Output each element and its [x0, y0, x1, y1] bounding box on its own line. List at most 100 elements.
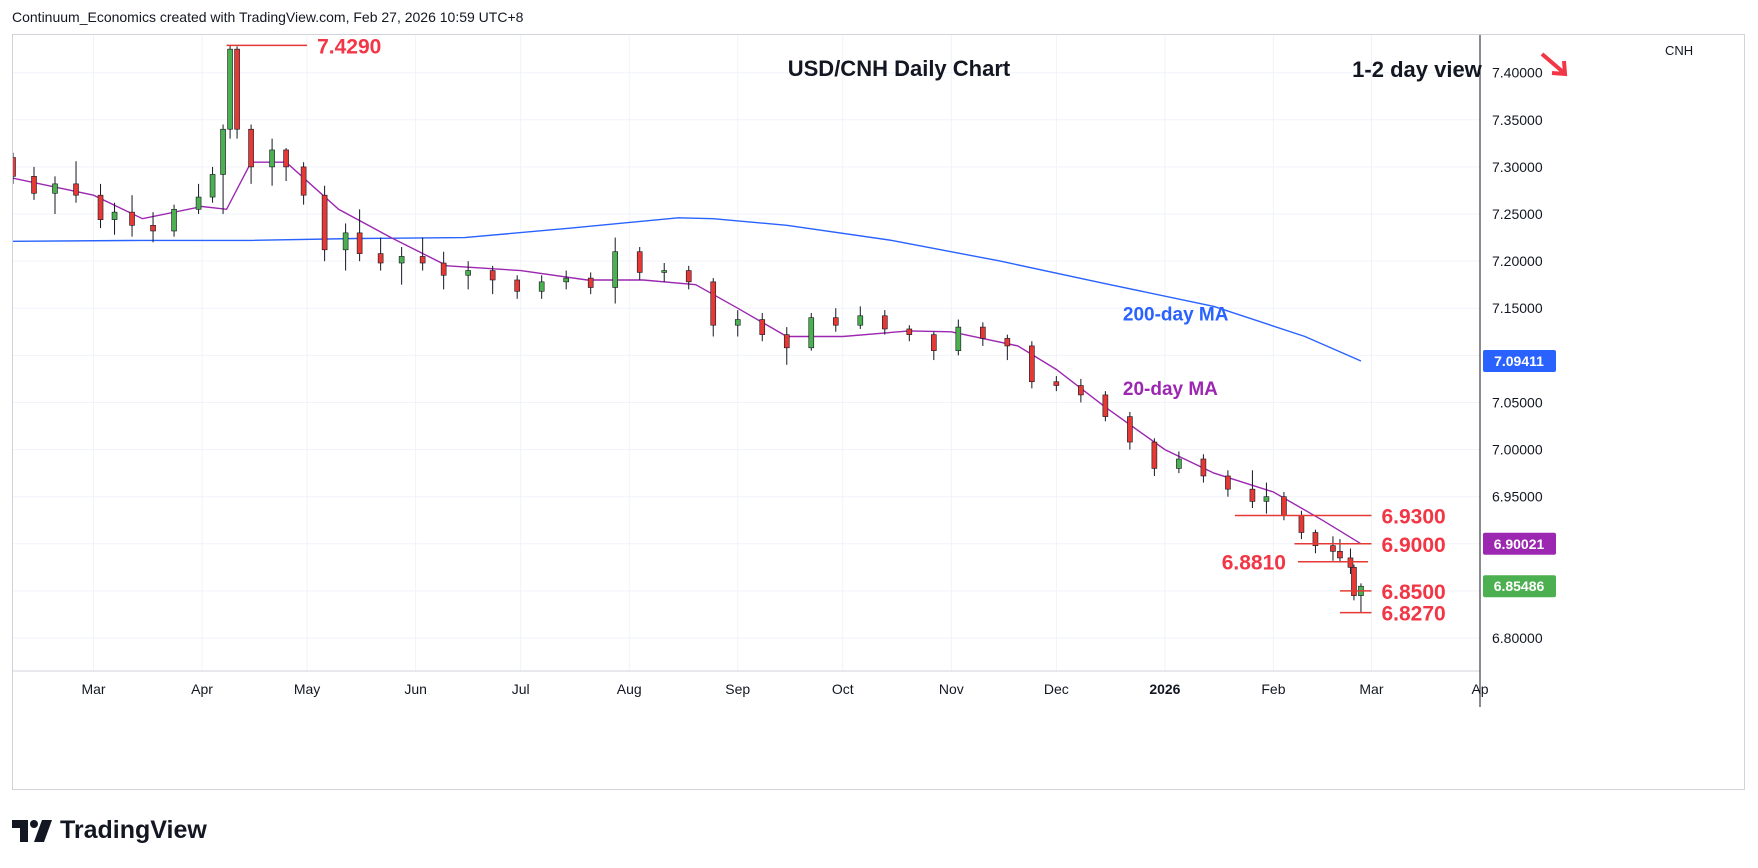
candle	[465, 261, 471, 290]
candle	[342, 223, 349, 271]
level-label: 6.8500	[1381, 581, 1445, 604]
candle	[1351, 564, 1357, 601]
candle	[612, 237, 619, 304]
candle-body	[832, 317, 839, 326]
candle-body	[759, 319, 766, 335]
candle-body	[783, 334, 790, 349]
20-day-ma-label: 20-day MA	[1123, 379, 1218, 400]
candle	[906, 325, 913, 342]
candle	[857, 306, 864, 329]
chart-frame[interactable]: 200-day MA 20-day MA 7.4290 6.9300 6.9000 6.…	[10, 34, 1745, 790]
candle-body	[1249, 488, 1256, 502]
candle-body	[1176, 458, 1182, 469]
x-tick-label: May	[294, 681, 320, 697]
candle	[1200, 454, 1207, 483]
candle	[1337, 539, 1343, 563]
candle-body	[300, 166, 307, 196]
x-tick-label: Sep	[725, 681, 750, 697]
candle-body	[419, 256, 426, 264]
candle	[440, 251, 447, 290]
candle-body	[808, 317, 815, 349]
candle	[1029, 341, 1035, 389]
candle	[1078, 378, 1084, 403]
candle-body	[1200, 458, 1207, 477]
candle	[1151, 438, 1158, 476]
price-tag-label: 7.09411	[1494, 353, 1544, 369]
candle	[209, 166, 216, 203]
20-day-ma-line	[12, 161, 1362, 545]
candle	[1358, 583, 1364, 613]
chart-title: USD/CNH Daily Chart	[788, 56, 1011, 81]
x-tick-label: Jul	[512, 681, 530, 697]
candle	[129, 195, 135, 237]
tradingview-logo-text: TradingView	[60, 816, 207, 844]
candle-body	[465, 270, 471, 276]
candle	[356, 209, 363, 262]
candle-body	[195, 196, 202, 210]
candle-body	[1029, 345, 1035, 383]
tradingview-logo[interactable]: TradingView	[12, 816, 207, 845]
candle	[636, 247, 643, 280]
candle-body	[980, 326, 986, 339]
candle	[710, 278, 717, 337]
price-tag-box	[1483, 575, 1556, 598]
x-tick-label: Nov	[939, 681, 964, 697]
candle-body	[1004, 338, 1011, 347]
x-tick-label: Jun	[404, 681, 427, 697]
candle-body	[1127, 416, 1133, 443]
candle-body	[1053, 381, 1060, 386]
price-chart[interactable]: 200-day MA 20-day MA 7.4290 6.9300 6.9000 6.…	[10, 35, 1744, 789]
y-tick-label: 7.40000	[1492, 65, 1543, 81]
candle-body	[587, 277, 594, 288]
candle	[398, 247, 405, 285]
candle-body	[10, 157, 16, 177]
candle	[283, 148, 289, 182]
candle	[587, 272, 594, 295]
candle	[269, 138, 275, 186]
candle	[111, 202, 118, 235]
candle	[1330, 536, 1336, 561]
candle	[220, 124, 226, 215]
candle	[1053, 376, 1060, 392]
chart-attribution: Continuum_Economics created with Trading…	[12, 9, 524, 25]
level-label: 6.8810	[1222, 552, 1286, 575]
candle	[52, 176, 58, 215]
x-tick-label: Mar	[1359, 681, 1383, 697]
candle	[931, 331, 937, 361]
candle-body	[1263, 496, 1270, 502]
candle-body	[150, 225, 156, 232]
x-tick-label: Dec	[1044, 681, 1069, 697]
candle-body	[538, 281, 545, 292]
x-tick-label: Oct	[832, 681, 854, 697]
candle	[1263, 482, 1270, 514]
y-tick-label: 7.20000	[1492, 253, 1543, 269]
candle-body	[1298, 515, 1305, 533]
candle	[563, 270, 569, 290]
candle-body	[398, 256, 405, 264]
candle	[195, 183, 202, 215]
candle-body	[52, 183, 58, 194]
candle	[514, 275, 520, 299]
candle	[150, 212, 156, 243]
level-label: 6.8270	[1381, 603, 1445, 626]
candle	[759, 312, 766, 342]
candle	[300, 162, 307, 205]
candle-body	[1337, 551, 1343, 559]
candle	[832, 308, 839, 332]
candle	[808, 312, 815, 351]
candle-body	[209, 174, 216, 198]
price-tag-label: 6.85486	[1494, 578, 1545, 594]
view-label: 1-2 day view	[1352, 57, 1483, 82]
level-label: 7.4290	[317, 35, 381, 58]
candle-body	[248, 128, 254, 168]
200-day-ma-label: 200-day MA	[1123, 304, 1229, 325]
y-tick-label: 6.95000	[1492, 489, 1543, 505]
candle-body	[1151, 441, 1158, 469]
candle	[248, 124, 254, 184]
candle-body	[734, 319, 741, 326]
down-arrow-icon	[1540, 52, 1568, 77]
candle	[734, 310, 741, 337]
candle-body	[1225, 475, 1231, 490]
candle-body	[1330, 545, 1336, 552]
candle-body	[906, 328, 913, 335]
